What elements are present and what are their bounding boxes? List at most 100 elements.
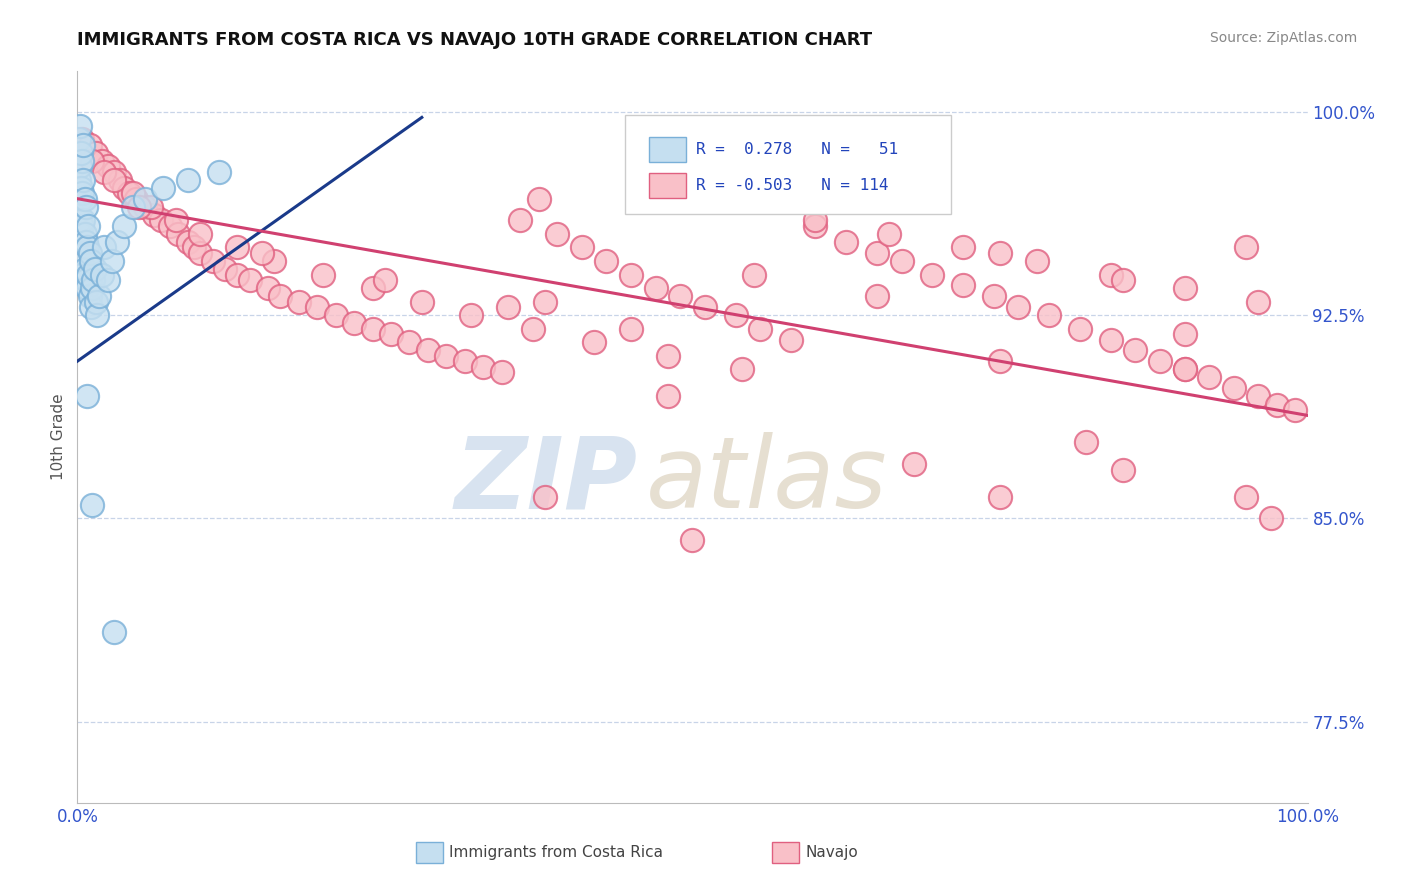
Point — [142, 208, 165, 222]
Point — [534, 490, 557, 504]
Point — [416, 343, 439, 358]
Point — [693, 300, 716, 314]
Point — [1284, 403, 1306, 417]
Point — [226, 240, 249, 254]
Point — [73, 262, 96, 277]
Point — [152, 181, 174, 195]
Point — [988, 490, 1011, 504]
Point — [79, 289, 101, 303]
Point — [1174, 362, 1197, 376]
Point — [1125, 343, 1147, 358]
Point — [1149, 354, 1171, 368]
Point — [82, 281, 104, 295]
Point — [546, 227, 568, 241]
Point — [988, 245, 1011, 260]
Point — [620, 322, 643, 336]
Point — [1099, 333, 1122, 347]
Point — [903, 457, 925, 471]
Point — [879, 227, 901, 241]
Point — [527, 192, 550, 206]
Point — [80, 300, 103, 314]
Point — [97, 159, 120, 173]
Point — [595, 254, 617, 268]
Point — [84, 294, 107, 309]
Point — [1234, 240, 1257, 254]
Point — [263, 254, 285, 268]
Point — [890, 254, 912, 268]
Point — [491, 365, 513, 379]
Point — [86, 308, 108, 322]
Point — [866, 289, 889, 303]
Point — [90, 268, 114, 282]
Point — [79, 245, 101, 260]
Point — [103, 625, 125, 640]
Point — [141, 200, 163, 214]
Text: IMMIGRANTS FROM COSTA RICA VS NAVAJO 10TH GRADE CORRELATION CHART: IMMIGRANTS FROM COSTA RICA VS NAVAJO 10T… — [77, 31, 873, 49]
Point — [70, 192, 93, 206]
Point — [150, 213, 173, 227]
Point — [804, 219, 827, 233]
Point — [583, 335, 606, 350]
Point — [1112, 273, 1135, 287]
FancyBboxPatch shape — [772, 842, 800, 863]
Point — [188, 227, 212, 241]
Point — [121, 200, 143, 214]
Point — [1099, 268, 1122, 282]
Point — [70, 132, 93, 146]
Point — [952, 240, 974, 254]
Text: R =  0.278   N =   51: R = 0.278 N = 51 — [696, 142, 898, 157]
Point — [93, 240, 115, 254]
Point — [134, 200, 156, 214]
Point — [509, 213, 531, 227]
Point — [988, 354, 1011, 368]
Point — [75, 273, 97, 287]
Point — [226, 268, 249, 282]
Point — [70, 153, 93, 168]
Point — [73, 227, 96, 241]
Text: Source: ZipAtlas.com: Source: ZipAtlas.com — [1209, 31, 1357, 45]
Point — [75, 200, 97, 214]
Point — [657, 349, 679, 363]
Point — [257, 281, 280, 295]
Point — [118, 186, 141, 201]
Point — [67, 172, 90, 186]
Y-axis label: 10th Grade: 10th Grade — [51, 393, 66, 481]
Point — [669, 289, 692, 303]
Point — [571, 240, 593, 254]
Point — [1198, 370, 1220, 384]
Point — [103, 172, 125, 186]
Point — [89, 289, 111, 303]
FancyBboxPatch shape — [416, 842, 443, 863]
Point — [952, 278, 974, 293]
Point — [70, 145, 93, 160]
Point — [682, 533, 704, 547]
Point — [110, 172, 132, 186]
Point — [269, 289, 291, 303]
Point — [112, 181, 135, 195]
Point — [472, 359, 495, 374]
Point — [97, 273, 120, 287]
Point — [159, 219, 181, 233]
Point — [1069, 322, 1091, 336]
Point — [1174, 281, 1197, 295]
Point — [374, 273, 396, 287]
Point — [749, 322, 772, 336]
Point — [1076, 435, 1098, 450]
Point — [436, 349, 458, 363]
Point — [67, 132, 90, 146]
Point — [165, 213, 187, 227]
Point — [307, 300, 329, 314]
Point — [70, 219, 93, 233]
Point — [72, 172, 94, 186]
Point — [93, 164, 115, 178]
Point — [90, 153, 114, 168]
Point — [657, 389, 679, 403]
Point — [69, 119, 91, 133]
Point — [780, 333, 803, 347]
Point — [1038, 308, 1060, 322]
Text: atlas: atlas — [645, 433, 887, 530]
Point — [1223, 381, 1246, 395]
Point — [1265, 398, 1288, 412]
Point — [239, 273, 262, 287]
Point — [82, 273, 104, 287]
